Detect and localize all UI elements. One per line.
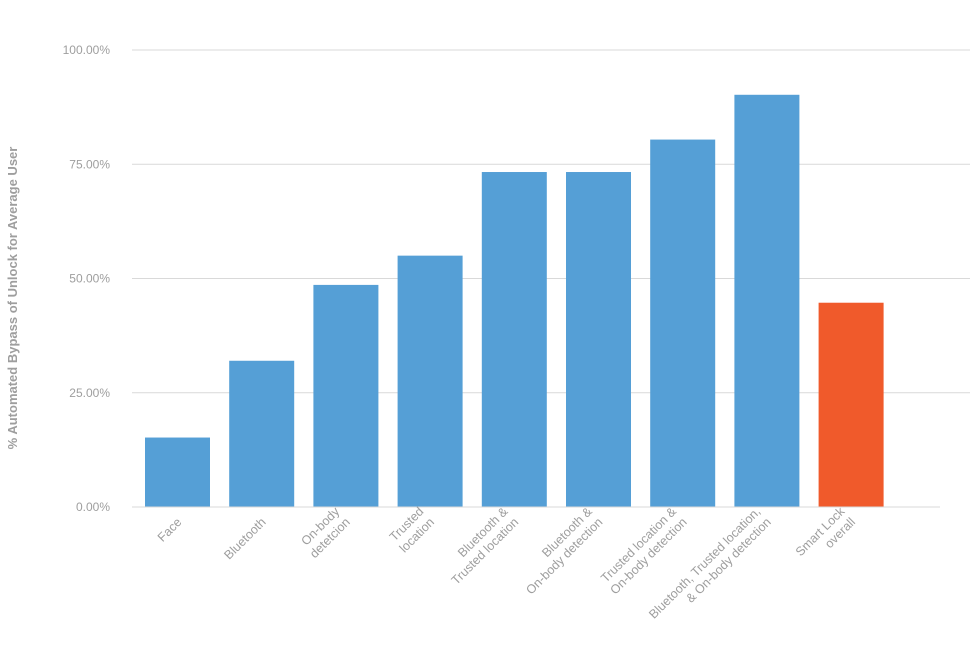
bar	[313, 284, 379, 507]
y-axis-ticks: 0.00% 25.00% 50.00% 75.00% 100.00%	[63, 43, 111, 514]
x-tick-label: Face	[155, 515, 185, 545]
y-tick-label: 100.00%	[63, 43, 111, 57]
y-axis-title: % Automated Bypass of Unlock for Average…	[5, 147, 20, 450]
x-tick-label: Trustedlocation	[386, 504, 437, 555]
bar	[481, 172, 547, 508]
bars	[145, 94, 884, 508]
bar	[397, 255, 463, 507]
y-tick-label: 0.00%	[76, 500, 110, 514]
bar	[566, 172, 631, 508]
bar	[818, 302, 884, 507]
x-tick-label: On-bodydetetcion	[296, 504, 353, 561]
bar	[650, 139, 716, 507]
y-tick-label: 75.00%	[69, 157, 110, 171]
x-axis-labels: Face Bluetooth On-bodydetetcion Trustedloca…	[155, 504, 859, 622]
y-tick-label: 50.00%	[69, 272, 110, 286]
x-tick-label: Bluetooth &Trusted location	[438, 504, 522, 588]
x-tick-label: Bluetooth	[221, 515, 268, 562]
x-tick-label: Smart Lockoverall	[793, 504, 859, 570]
y-tick-label: 25.00%	[69, 386, 110, 400]
bar	[734, 94, 800, 507]
bar	[145, 437, 210, 507]
bar	[229, 360, 295, 507]
x-tick-label: Bluetooth &On-body detection	[513, 504, 606, 597]
